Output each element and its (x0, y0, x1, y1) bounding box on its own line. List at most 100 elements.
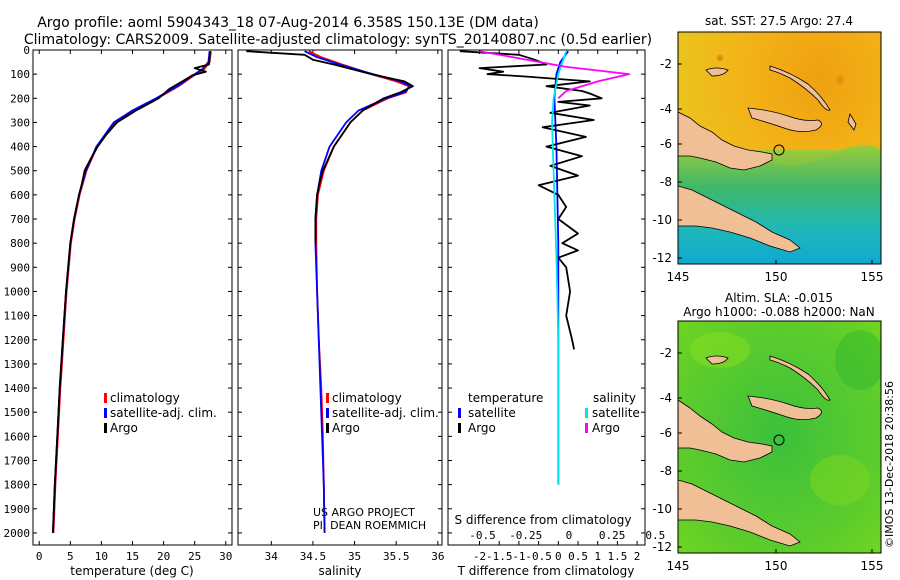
y-tick-label: 900 (10, 261, 30, 274)
map-y-tick-label: -4 (660, 102, 672, 116)
x-tick-label: 0.5 (568, 550, 588, 563)
series-line-salinity-satellite (551, 50, 568, 485)
series-line-temperature-argo (459, 50, 603, 350)
sla-land-newbritain (747, 395, 822, 420)
legend3-temperature-heading: temperature (468, 391, 543, 405)
sla-map-frame (677, 320, 882, 554)
y-tick-label: 0 (23, 44, 30, 57)
x-tick-label: 5 (67, 550, 74, 563)
sla-land-newireland (769, 355, 831, 401)
sst-map-image (678, 32, 881, 264)
y-tick-label: 1800 (4, 479, 31, 492)
sla-argo-location-marker (773, 434, 785, 446)
y-tick-label: 1200 (4, 334, 31, 347)
map-y-tick-label: -10 (652, 213, 672, 227)
salinity-xlabel: salinity (318, 564, 361, 578)
sla-map-image (678, 321, 881, 553)
x-tick-label: -2 (473, 550, 486, 563)
y-tick-label: 1000 (4, 285, 31, 298)
legend-climatology-label: climatology (110, 391, 180, 405)
difference-x2label: S difference from climatology (455, 513, 632, 527)
temperature-xlabel: temperature (deg C) (70, 564, 193, 578)
sst-map-ticks: 145 150 155 -2 -4 -6 -8 -10 -12 (652, 57, 883, 284)
salinity-ticks: 34 34.5 35 35.5 36 (238, 49, 444, 563)
x-tick-label: 36 (431, 550, 444, 563)
temperature-ticks: 0100200300400500600700800900100011001200… (4, 44, 233, 563)
x-tick-label: 1.5 (607, 550, 627, 563)
map-y-tick-label: -8 (660, 464, 672, 478)
legend3-t-satellite-label: satellite (468, 406, 516, 420)
header-line2: Climatology: CARS2009. Satellite-adjuste… (24, 32, 652, 48)
credit-pi: PI: DEAN ROEMMICH (313, 519, 426, 532)
legend-argo-label: Argo (110, 421, 138, 435)
salinity-lines (246, 50, 414, 533)
map-x-tick-label: 155 (861, 559, 884, 573)
y-tick-label: 300 (10, 116, 30, 129)
map-y-tick-label: -2 (660, 346, 672, 360)
difference-axes-frame (447, 49, 646, 546)
sla-land-newguinea (678, 399, 773, 463)
salinity-panel: 34 34.5 35 35.5 36 salinity climatology sate… (237, 49, 444, 578)
map-y-tick-label: -8 (660, 175, 672, 189)
y-tick-label: 1400 (4, 382, 31, 395)
x2-tick-label: 0.5 (645, 529, 665, 542)
legend2-argo-swatch (326, 423, 329, 433)
y-tick-label: 100 (10, 68, 30, 81)
x-tick-label: 34.5 (300, 550, 327, 563)
salinity-axes-frame (237, 49, 443, 546)
temperature-panel: 0100200300400500600700800900100011001200… (4, 44, 233, 578)
y-tick-label: 1300 (4, 358, 31, 371)
series-line-argo (52, 51, 212, 533)
x2-tick-label: -0.25 (509, 529, 542, 542)
x2-tick-label: -0.5 (469, 529, 496, 542)
series-line-argo (246, 50, 414, 244)
legend2-climatology-swatch (326, 393, 329, 403)
sst-map-panel: sat. SST: 27.5 Argo: 27.4 145 150 155 -2 -4 -… (652, 14, 883, 284)
legend-satellite-label: satellite-adj. clim. (110, 406, 217, 420)
x-tick-label: 20 (157, 550, 170, 563)
map-x-tick-label: 150 (765, 270, 788, 284)
legend3-t-argo-label: Argo (468, 421, 496, 435)
x-tick-label: 34 (265, 550, 279, 563)
sst-argo-location-marker (773, 144, 785, 156)
difference-ticks: -2 -1.5 -1 -0.5 0 0.5 1 1.5 2-0.5 -0.25 0 0.25 0.5 (448, 49, 665, 563)
sla-land-papua (678, 479, 801, 547)
legend3-t-argo-swatch (458, 423, 461, 433)
y-tick-label: 700 (10, 213, 30, 226)
y-tick-label: 800 (10, 237, 30, 250)
difference-lines (459, 50, 631, 485)
y-tick-label: 1600 (4, 430, 31, 443)
sst-land-newguinea (678, 111, 773, 171)
y-tick-label: 1500 (4, 406, 31, 419)
legend3-s-satellite-label: satellite (592, 406, 640, 420)
y-tick-label: 1900 (4, 503, 31, 516)
legend-climatology-swatch (104, 393, 107, 403)
sla-map-title2: Argo h1000: -0.088 h2000: NaN (683, 305, 875, 319)
y-tick-label: 600 (10, 189, 30, 202)
legend2-satellite-swatch (326, 408, 329, 418)
map-y-tick-label: -4 (660, 391, 672, 405)
x-tick-label: 25 (188, 550, 201, 563)
difference-panel: -2 -1.5 -1 -0.5 0 0.5 1 1.5 2-0.5 -0.25 0 0.25 0.5 T… (447, 49, 665, 578)
sst-map-title: sat. SST: 27.5 Argo: 27.4 (705, 14, 853, 28)
y-tick-label: 1100 (4, 310, 31, 323)
legend3-salinity-heading: salinity (593, 391, 636, 405)
x-tick-label: 1 (594, 550, 601, 563)
y-tick-label: 200 (10, 92, 30, 105)
legend3-s-satellite-swatch (585, 408, 588, 418)
legend-satellite-swatch (104, 408, 107, 418)
map-y-tick-label: -12 (652, 251, 672, 265)
map-y-tick-label: -10 (652, 502, 672, 516)
map-x-tick-label: 150 (765, 559, 788, 573)
x-tick-label: -1.5 (486, 550, 513, 563)
imos-watermark: ©IMOS 13-Dec-2018 20:38:56 (883, 381, 896, 548)
y-tick-label: 500 (10, 165, 30, 178)
x-tick-label: -1 (512, 550, 525, 563)
map-x-tick-label: 145 (667, 270, 690, 284)
legend3-s-argo-swatch (585, 423, 588, 433)
sla-map-title1: Altim. SLA: -0.015 (725, 291, 833, 305)
map-y-tick-label: -6 (660, 137, 672, 151)
legend3-t-satellite-swatch (458, 408, 461, 418)
x-tick-label: 2 (634, 550, 641, 563)
